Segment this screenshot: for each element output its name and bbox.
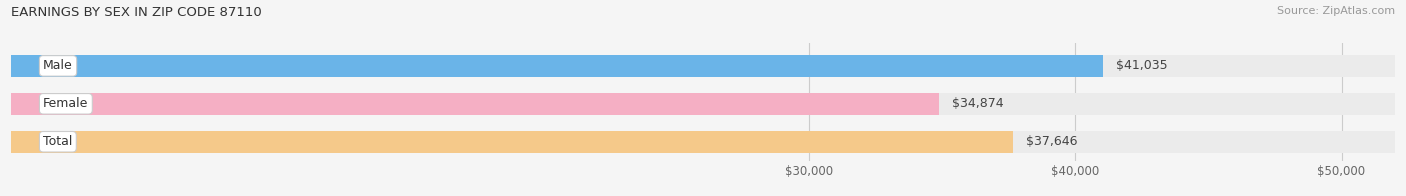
Bar [11,93,1395,115]
Bar [11,55,1395,77]
Bar [11,93,939,115]
Text: Female: Female [44,97,89,110]
Text: $34,874: $34,874 [952,97,1004,110]
Text: Total: Total [44,135,73,148]
Text: Male: Male [44,59,73,72]
Bar [11,55,1104,77]
Bar [11,131,1012,153]
Text: Source: ZipAtlas.com: Source: ZipAtlas.com [1277,6,1395,16]
Bar [11,131,1395,153]
Text: $37,646: $37,646 [1026,135,1077,148]
Text: EARNINGS BY SEX IN ZIP CODE 87110: EARNINGS BY SEX IN ZIP CODE 87110 [11,6,262,19]
Text: $41,035: $41,035 [1116,59,1168,72]
